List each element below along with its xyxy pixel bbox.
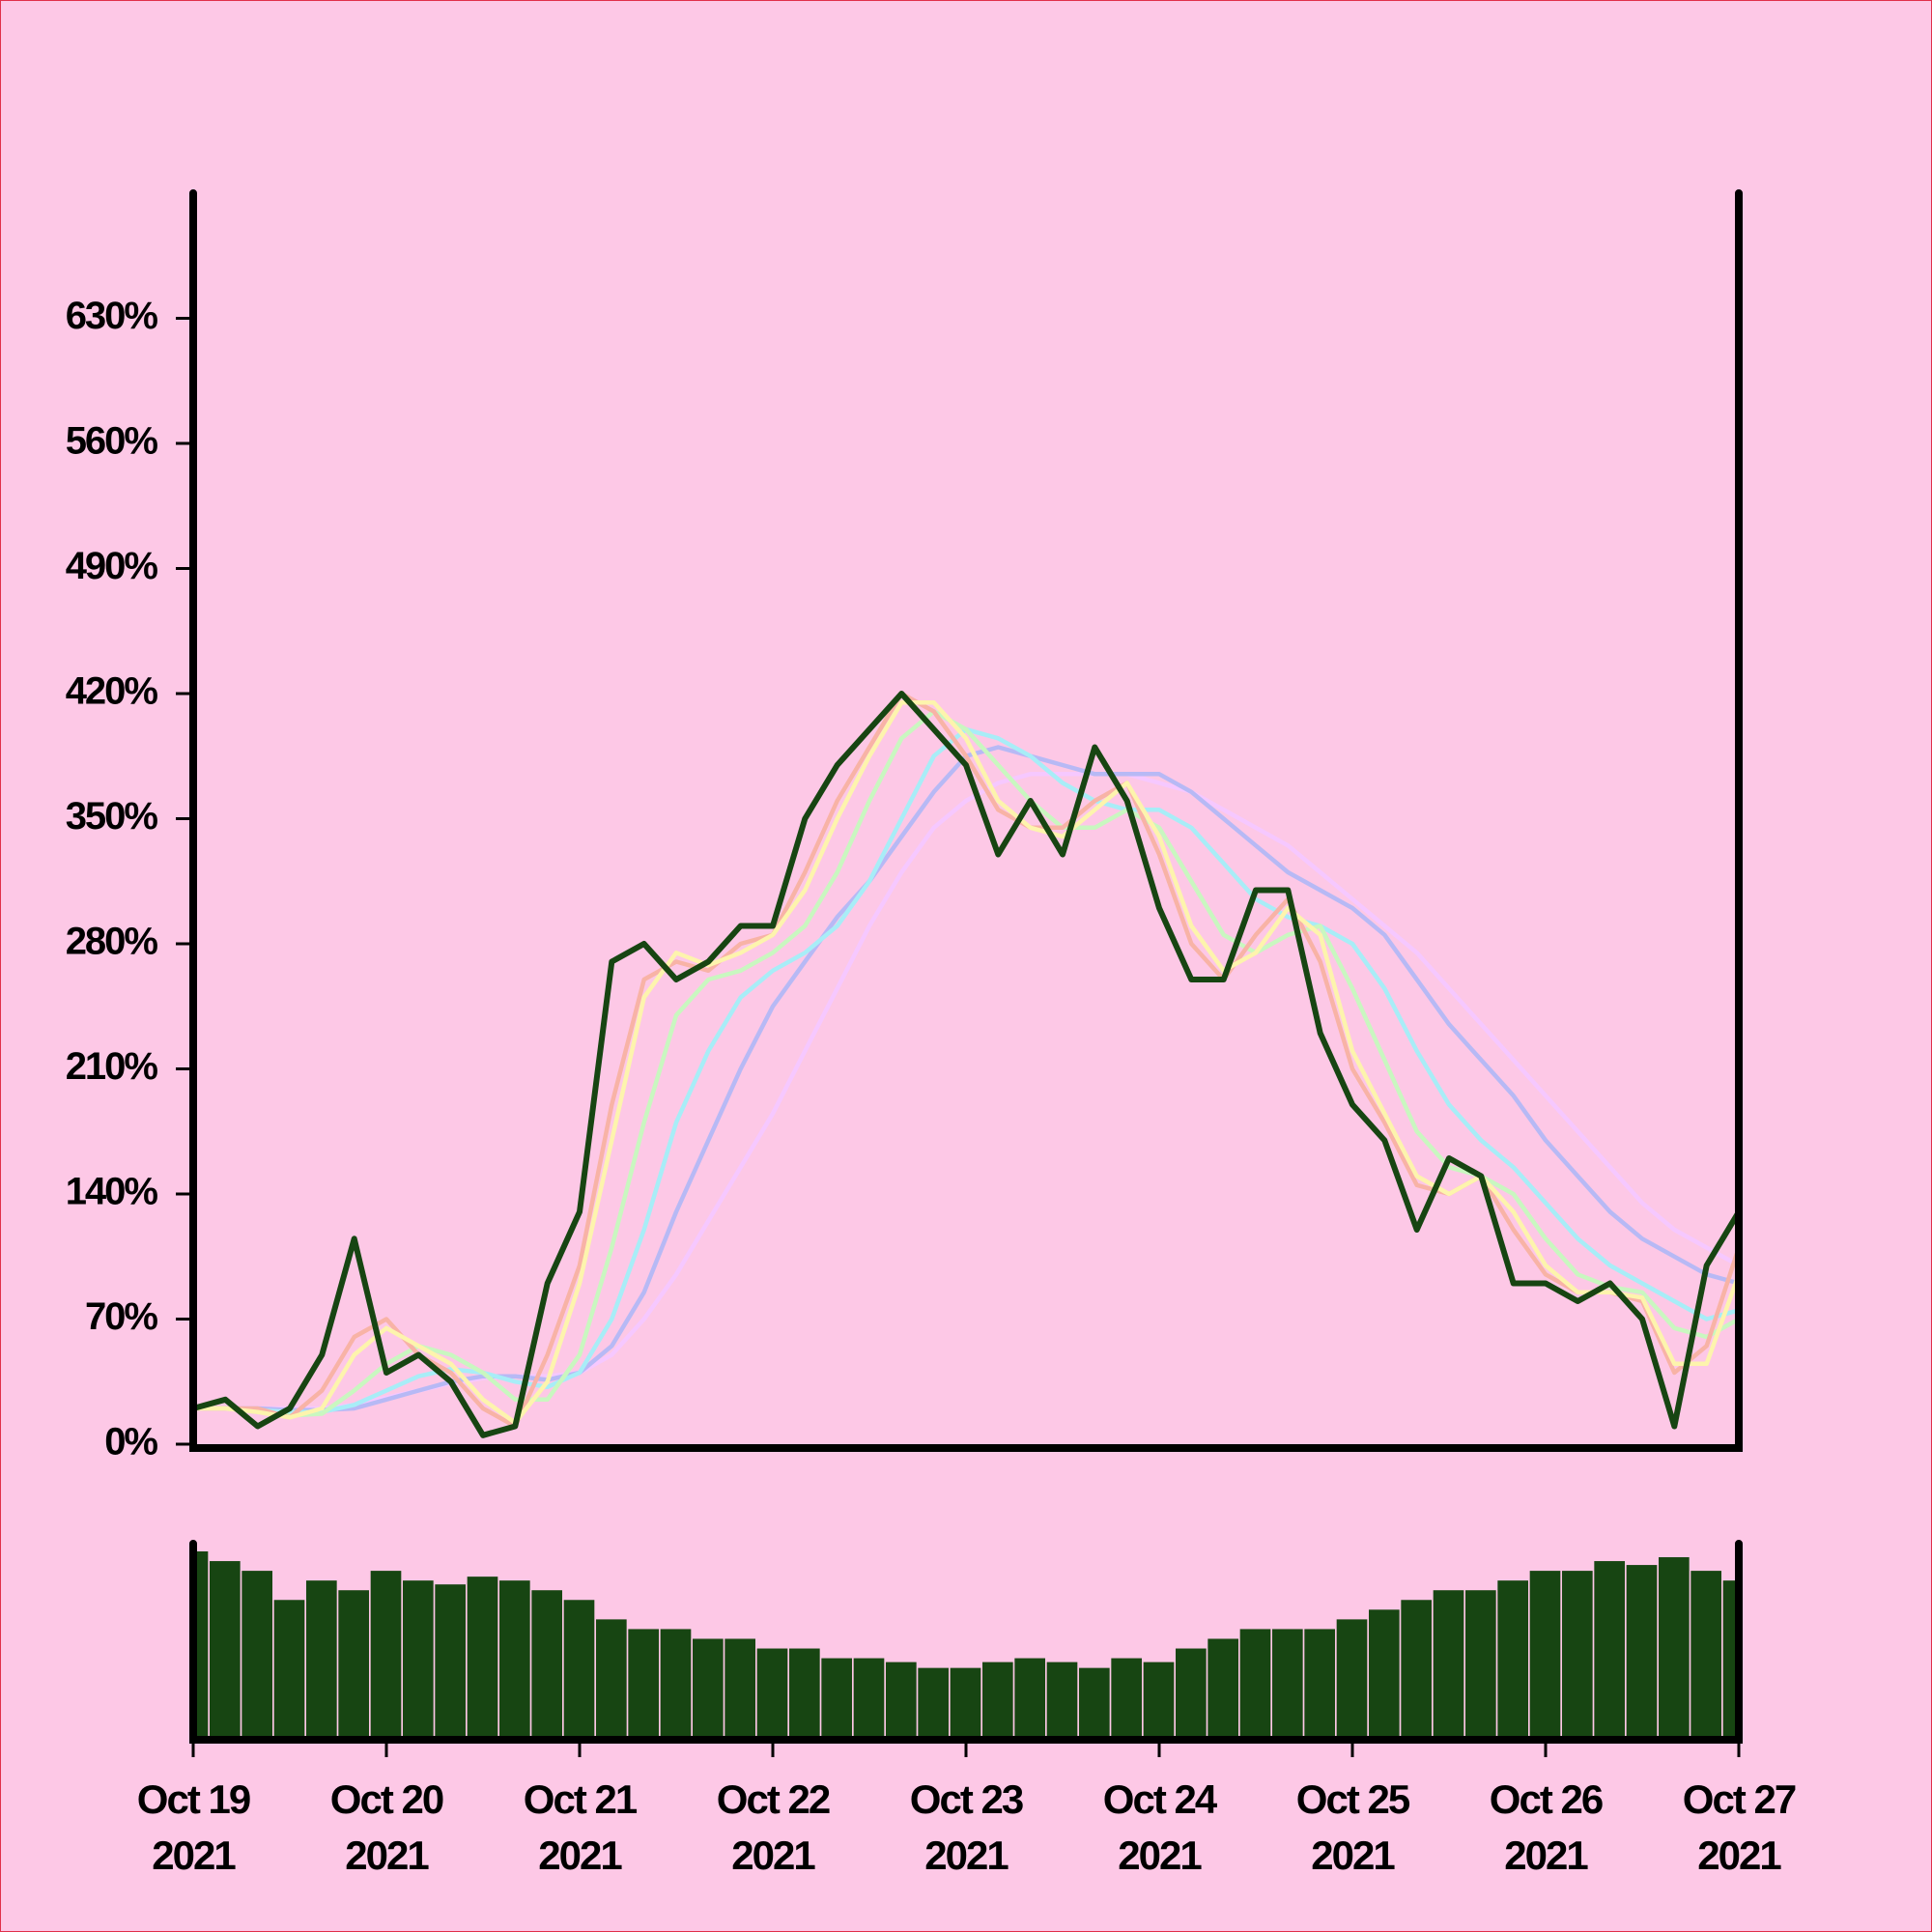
volume-bar	[1562, 1571, 1593, 1736]
volume-bar	[853, 1658, 885, 1736]
volume-bar	[1594, 1561, 1625, 1736]
volume-bar	[1239, 1629, 1271, 1736]
y-tick-label: 490%	[66, 545, 158, 587]
y-tick-label: 0%	[104, 1421, 157, 1463]
volume-bar	[1014, 1658, 1045, 1736]
volume-bar	[273, 1600, 305, 1736]
volume-bar	[1659, 1557, 1690, 1736]
volume-bar	[1046, 1662, 1078, 1736]
volume-bar	[1690, 1571, 1721, 1736]
volume-bar	[1465, 1590, 1496, 1736]
y-tick-label: 210%	[66, 1045, 158, 1088]
x-tick-label: Oct 26 2021	[1490, 1776, 1603, 1878]
volume-bar	[242, 1571, 272, 1736]
volume-bar	[338, 1590, 369, 1736]
volume-bar	[982, 1662, 1013, 1736]
volume-bar	[563, 1600, 595, 1736]
volume-bar	[950, 1667, 981, 1736]
volume-bar	[918, 1667, 949, 1736]
volume-bar	[1079, 1667, 1110, 1736]
price-line	[192, 691, 1742, 1438]
volume-bar	[1497, 1580, 1528, 1736]
y-tick-label: 140%	[66, 1171, 158, 1213]
volume-bar	[1722, 1580, 1738, 1736]
volume-bar	[306, 1580, 337, 1736]
volume-bar	[821, 1658, 852, 1736]
volume-bar	[1529, 1571, 1561, 1736]
x-tick-label: Oct 20 2021	[330, 1776, 443, 1878]
volume-bar	[1208, 1638, 1238, 1736]
volume-bar	[693, 1638, 724, 1736]
volume-bar	[789, 1648, 820, 1736]
x-tick-label: Oct 27 2021	[1683, 1776, 1796, 1878]
y-tick-label: 560%	[66, 420, 158, 463]
y-tick-label: 420%	[66, 670, 158, 713]
volume-bar	[1176, 1648, 1207, 1736]
axes-frame	[189, 189, 1743, 1744]
volume-bar	[467, 1577, 498, 1736]
volume-bar	[435, 1584, 466, 1736]
volume-bar	[531, 1590, 562, 1736]
volume-bar	[660, 1629, 692, 1736]
volume-bar	[1143, 1662, 1175, 1736]
volume-bar	[499, 1580, 530, 1736]
volume-bar	[1304, 1629, 1335, 1736]
y-tick-label: 350%	[66, 795, 158, 838]
x-tick-label: Oct 22 2021	[717, 1776, 830, 1878]
volume-bar	[596, 1619, 627, 1736]
volume-bar	[1111, 1658, 1142, 1736]
volume-bar	[1433, 1590, 1464, 1736]
volume-bar	[1272, 1629, 1303, 1736]
y-tick-label: 630%	[66, 295, 158, 337]
volume-bar	[1626, 1565, 1658, 1736]
x-tick-label: Oct 24 2021	[1103, 1776, 1218, 1878]
y-tick-label: 280%	[66, 921, 158, 963]
volume-bar	[756, 1648, 788, 1736]
x-tick-label: Oct 25 2021	[1296, 1776, 1410, 1878]
volume-bar	[724, 1638, 755, 1736]
volume-bar	[886, 1662, 917, 1736]
volume-bar	[628, 1629, 659, 1736]
volume-bar	[403, 1580, 434, 1736]
volume-bar	[1336, 1619, 1368, 1736]
x-tick-label: Oct 23 2021	[910, 1776, 1023, 1878]
x-tick-label: Oct 21 2021	[524, 1776, 638, 1878]
x-tick-label: Oct 19 2021	[137, 1776, 250, 1878]
y-tick-label: 70%	[85, 1295, 157, 1338]
volume-bar	[1369, 1609, 1400, 1736]
volume-bar	[1401, 1600, 1432, 1736]
volume-bar	[210, 1561, 241, 1736]
volume-frame	[189, 1540, 1743, 1744]
price-frame	[189, 189, 1743, 1452]
volume-bar	[370, 1571, 402, 1736]
